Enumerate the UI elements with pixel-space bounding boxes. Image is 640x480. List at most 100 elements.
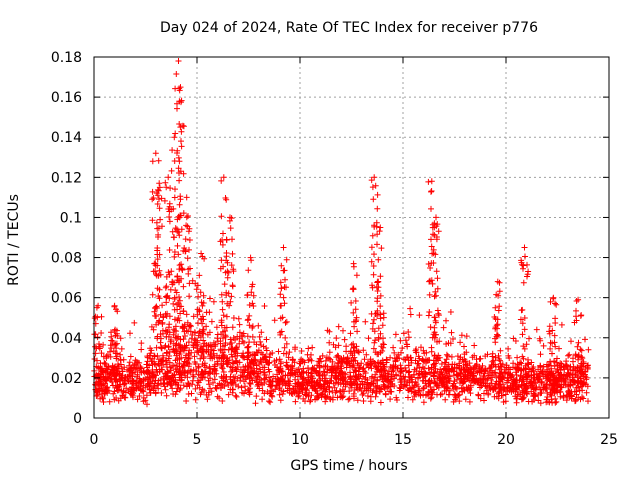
data-point [131,362,138,369]
data-point [433,268,440,275]
data-point [295,390,302,397]
data-point [492,324,499,331]
data-point [347,330,354,337]
data-point [463,362,470,368]
data-point [322,375,329,382]
data-point [425,312,432,319]
data-point [437,391,444,398]
data-point [493,378,500,385]
data-point [546,381,553,388]
data-point [174,150,180,156]
data-point [392,358,399,365]
data-point [585,398,591,405]
data-point [153,219,160,226]
data-point [512,364,519,371]
data-point [420,385,427,392]
data-point [462,373,469,380]
data-point [195,293,202,300]
data-point [374,205,381,212]
data-point [149,374,156,380]
data-point [552,399,559,406]
data-point [239,389,246,396]
data-point [488,377,495,383]
data-point [107,348,113,355]
data-point [154,225,161,232]
data-point [170,300,177,307]
data-point [198,250,205,257]
data-point [247,254,254,261]
data-point [460,386,467,393]
data-point [185,213,191,219]
data-point [372,337,379,344]
data-point [435,228,442,235]
data-point [144,401,150,408]
data-point [162,342,169,349]
data-point [152,150,159,157]
data-point [213,324,220,331]
data-point [280,294,287,301]
data-point [154,305,160,311]
data-point [171,296,178,302]
data-point [375,325,382,332]
data-point [430,386,437,393]
data-point [100,341,107,348]
data-point [128,391,135,398]
data-point [127,386,134,393]
data-point [461,351,468,358]
data-point [146,362,153,369]
data-point [217,265,224,272]
data-point [433,236,440,243]
data-point [165,343,172,350]
data-point [266,381,273,388]
data-point [283,380,290,387]
data-point [567,363,574,370]
data-point [175,154,182,161]
data-point [108,329,114,336]
data-point [422,370,429,377]
data-point [133,358,140,365]
data-point [324,379,331,386]
data-point [454,353,461,360]
data-point [365,335,372,342]
data-point [105,363,112,370]
data-point [443,317,449,324]
data-point [121,394,128,401]
data-point [157,271,164,278]
data-point [519,306,526,313]
data-point [512,381,519,388]
data-point [240,330,247,337]
data-point [174,356,181,363]
data-point [336,369,343,376]
data-point [176,214,183,221]
data-point [178,275,185,282]
data-point [572,351,579,358]
x-tick-label: 10 [291,432,309,448]
data-point [522,253,528,260]
data-point [575,352,582,358]
data-point [549,350,555,357]
data-point [257,358,264,365]
data-point [578,383,585,390]
data-point [173,352,180,359]
data-point [346,388,353,395]
data-point [460,366,467,373]
data-point [496,388,503,395]
data-point [159,302,166,309]
data-point [97,360,104,367]
data-point [228,351,235,358]
data-point [397,362,404,369]
data-point [584,383,591,390]
data-point [369,389,376,396]
data-point [431,293,438,300]
data-point [258,342,264,349]
data-point [176,232,183,239]
data-point [565,370,572,376]
data-point [370,271,377,278]
data-point [153,190,160,197]
data-point [350,358,357,365]
data-point [347,374,354,381]
data-point [303,386,310,393]
data-point [255,322,262,329]
data-point [345,396,352,403]
data-point [430,246,437,253]
